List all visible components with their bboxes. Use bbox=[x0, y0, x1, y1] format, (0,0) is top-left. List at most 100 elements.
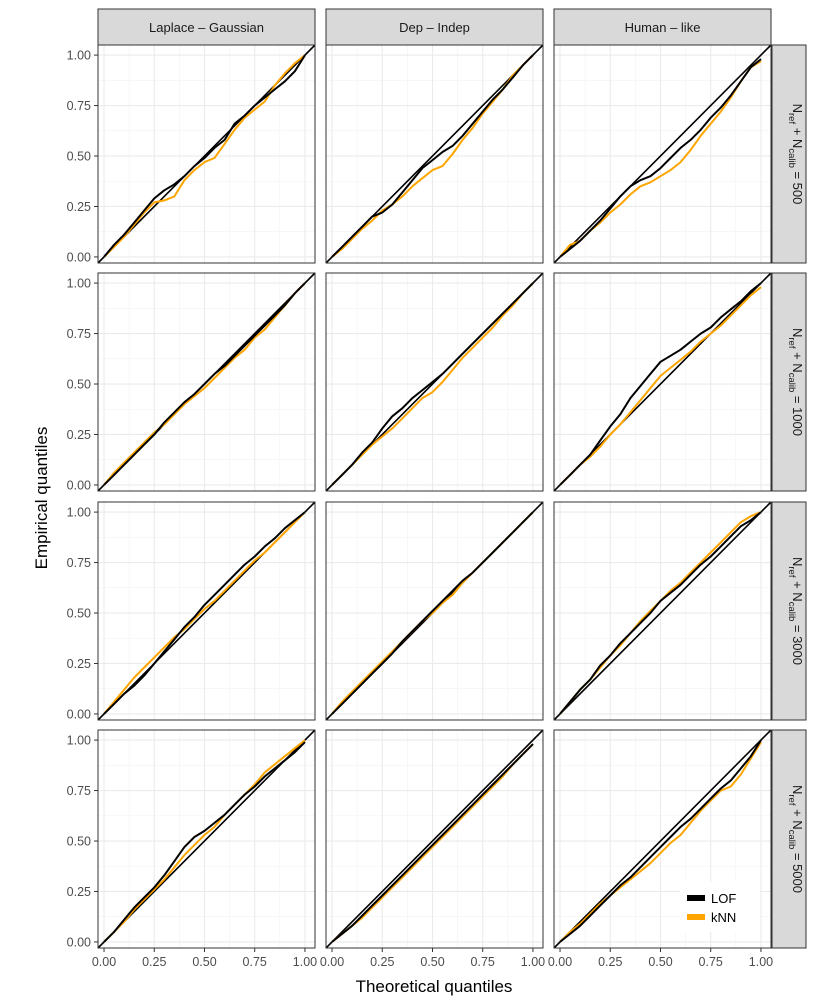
legend-key-knn bbox=[687, 914, 705, 920]
y-tick-label: 0.25 bbox=[67, 885, 91, 899]
x-tick-label: 0.75 bbox=[243, 955, 267, 969]
series-line-lof bbox=[103, 282, 306, 486]
series-line-lof bbox=[559, 511, 762, 715]
facet-panel bbox=[97, 272, 316, 492]
panel-border bbox=[325, 272, 544, 492]
facet-panel bbox=[553, 272, 772, 492]
x-tick-label: 0.00 bbox=[320, 955, 344, 969]
series-line-knn bbox=[559, 286, 762, 486]
panel-border bbox=[97, 729, 316, 949]
series-line-lof bbox=[559, 739, 762, 943]
y-tick-label: 0.50 bbox=[67, 150, 91, 164]
facet-panel bbox=[325, 501, 544, 721]
series-line-lof bbox=[331, 282, 534, 486]
reference-line bbox=[553, 729, 772, 949]
panel-border bbox=[553, 272, 772, 492]
series-line-knn bbox=[559, 741, 762, 943]
series-line-knn bbox=[331, 743, 534, 943]
series-line-lof bbox=[331, 511, 534, 715]
x-tick-label: 0.75 bbox=[699, 955, 723, 969]
column-strip bbox=[553, 8, 772, 46]
reference-line bbox=[553, 501, 772, 721]
legend-label-knn: kNN bbox=[711, 910, 736, 925]
row-strip bbox=[771, 729, 807, 949]
series-line-lof bbox=[103, 741, 306, 943]
y-tick-label: 0.00 bbox=[67, 250, 91, 264]
row-strip-label: Nref + Ncalib = 500 bbox=[786, 104, 805, 205]
series-line-lof bbox=[559, 282, 762, 486]
series-line-lof bbox=[103, 511, 306, 715]
legend-background bbox=[680, 882, 760, 932]
x-tick-label: 0.00 bbox=[548, 955, 572, 969]
facet-panel bbox=[325, 44, 544, 264]
y-tick-label: 1.00 bbox=[67, 277, 91, 291]
x-tick-label: 0.25 bbox=[370, 955, 394, 969]
y-tick-label: 0.25 bbox=[67, 428, 91, 442]
column-strip bbox=[97, 8, 316, 46]
panel-border bbox=[325, 501, 544, 721]
x-tick-label: 1.00 bbox=[749, 955, 773, 969]
ticks-layer: 0.000.250.500.751.000.000.250.500.751.00… bbox=[67, 49, 774, 969]
y-tick-label: 0.00 bbox=[67, 707, 91, 721]
column-strip-label: Dep – Indep bbox=[399, 20, 470, 35]
y-tick-label: 0.25 bbox=[67, 200, 91, 214]
facet-panel bbox=[325, 729, 544, 949]
y-tick-label: 0.00 bbox=[67, 935, 91, 949]
series-line-knn bbox=[103, 511, 306, 715]
row-strip bbox=[771, 501, 807, 721]
y-tick-label: 0.50 bbox=[67, 835, 91, 849]
x-tick-label: 0.50 bbox=[648, 955, 672, 969]
y-tick-label: 0.00 bbox=[67, 478, 91, 492]
x-axis-title: Theoretical quantiles bbox=[356, 977, 513, 996]
y-tick-label: 0.75 bbox=[67, 327, 91, 341]
series-line-knn bbox=[103, 54, 306, 258]
x-tick-label: 0.25 bbox=[598, 955, 622, 969]
legend-key-lof bbox=[687, 895, 705, 901]
facet-panel bbox=[97, 729, 316, 949]
x-tick-label: 1.00 bbox=[521, 955, 545, 969]
y-tick-label: 1.00 bbox=[67, 734, 91, 748]
x-tick-label: 1.00 bbox=[293, 955, 317, 969]
x-tick-label: 0.50 bbox=[420, 955, 444, 969]
row-strip-label: Nref + Ncalib = 5000 bbox=[786, 785, 805, 893]
panel-border bbox=[97, 272, 316, 492]
x-tick-label: 0.50 bbox=[192, 955, 216, 969]
row-strip bbox=[771, 272, 807, 492]
y-tick-label: 0.75 bbox=[67, 99, 91, 113]
y-tick-label: 0.25 bbox=[67, 657, 91, 671]
x-tick-label: 0.25 bbox=[142, 955, 166, 969]
reference-line bbox=[553, 44, 772, 264]
panel-border bbox=[553, 729, 772, 949]
facet-panel bbox=[553, 44, 772, 264]
y-tick-label: 0.50 bbox=[67, 607, 91, 621]
legend: LOF kNN bbox=[680, 882, 760, 932]
panel-border bbox=[97, 501, 316, 721]
series-line-lof bbox=[331, 743, 534, 943]
panel-border bbox=[553, 501, 772, 721]
series-line-lof bbox=[559, 58, 762, 258]
y-tick-label: 1.00 bbox=[67, 506, 91, 520]
y-tick-label: 0.75 bbox=[67, 784, 91, 798]
facet-panel bbox=[97, 501, 316, 721]
panels-layer bbox=[97, 44, 772, 949]
series-line-lof bbox=[103, 54, 306, 258]
series-line-knn bbox=[331, 282, 534, 486]
row-strip-label: Nref + Ncalib = 1000 bbox=[786, 328, 805, 436]
y-tick-label: 0.75 bbox=[67, 556, 91, 570]
y-axis-title: Empirical quantiles bbox=[32, 427, 51, 570]
column-strip-label: Human – like bbox=[625, 20, 701, 35]
row-strip-label: Nref + Ncalib = 3000 bbox=[786, 557, 805, 665]
facet-panel bbox=[553, 501, 772, 721]
y-tick-label: 1.00 bbox=[67, 49, 91, 63]
series-line-lof bbox=[331, 54, 534, 258]
series-line-knn bbox=[103, 739, 306, 943]
row-strip bbox=[771, 44, 807, 264]
series-line-knn bbox=[103, 282, 306, 486]
column-strip-label: Laplace – Gaussian bbox=[149, 20, 264, 35]
reference-line bbox=[325, 729, 544, 949]
column-strip bbox=[325, 8, 544, 46]
x-tick-label: 0.00 bbox=[92, 955, 116, 969]
x-tick-label: 0.75 bbox=[471, 955, 495, 969]
legend-label-lof: LOF bbox=[711, 891, 736, 906]
